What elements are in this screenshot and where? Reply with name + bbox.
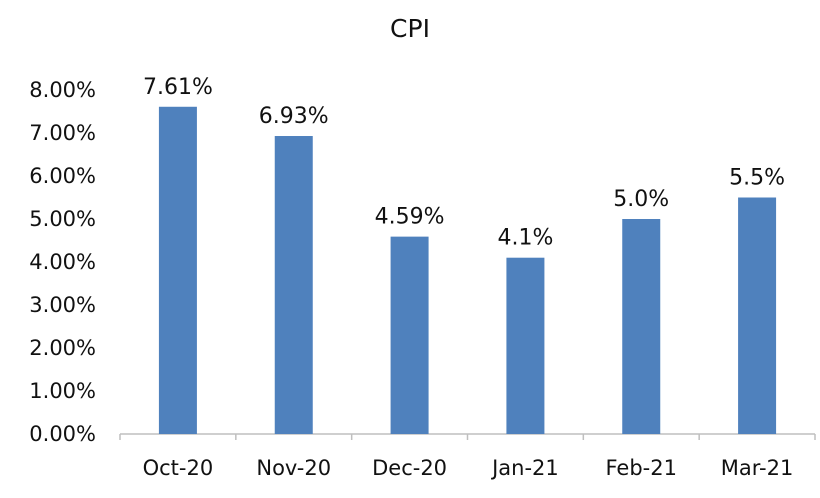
x-tick-label: Jan-21 — [490, 456, 559, 480]
y-tick-label: 7.00% — [29, 121, 96, 145]
data-label: 5.5% — [729, 166, 785, 191]
bar — [158, 106, 197, 435]
x-tick-label: Nov-20 — [256, 456, 331, 480]
y-tick-label: 1.00% — [29, 379, 96, 403]
data-label: 6.93% — [259, 104, 329, 129]
bar — [622, 219, 661, 434]
bar — [506, 257, 545, 434]
y-tick-label: 0.00% — [29, 422, 96, 446]
y-tick-label: 2.00% — [29, 336, 96, 360]
y-tick-label: 3.00% — [29, 293, 96, 317]
x-tick-label: Mar-21 — [721, 456, 794, 480]
bar — [274, 136, 313, 434]
y-tick-label: 4.00% — [29, 250, 96, 274]
x-tick-label: Oct-20 — [143, 456, 214, 480]
bar — [390, 236, 429, 434]
data-label: 7.61% — [143, 75, 213, 100]
data-label: 4.1% — [497, 226, 553, 251]
data-label: 5.0% — [613, 187, 669, 212]
bar — [738, 197, 777, 434]
y-tick-label: 5.00% — [29, 207, 96, 231]
data-label: 4.59% — [375, 205, 445, 230]
chart-title: CPI — [390, 14, 430, 43]
x-tick-label: Feb-21 — [606, 456, 677, 480]
y-tick-label: 6.00% — [29, 164, 96, 188]
y-tick-label: 8.00% — [29, 78, 96, 102]
x-tick-label: Dec-20 — [372, 456, 447, 480]
